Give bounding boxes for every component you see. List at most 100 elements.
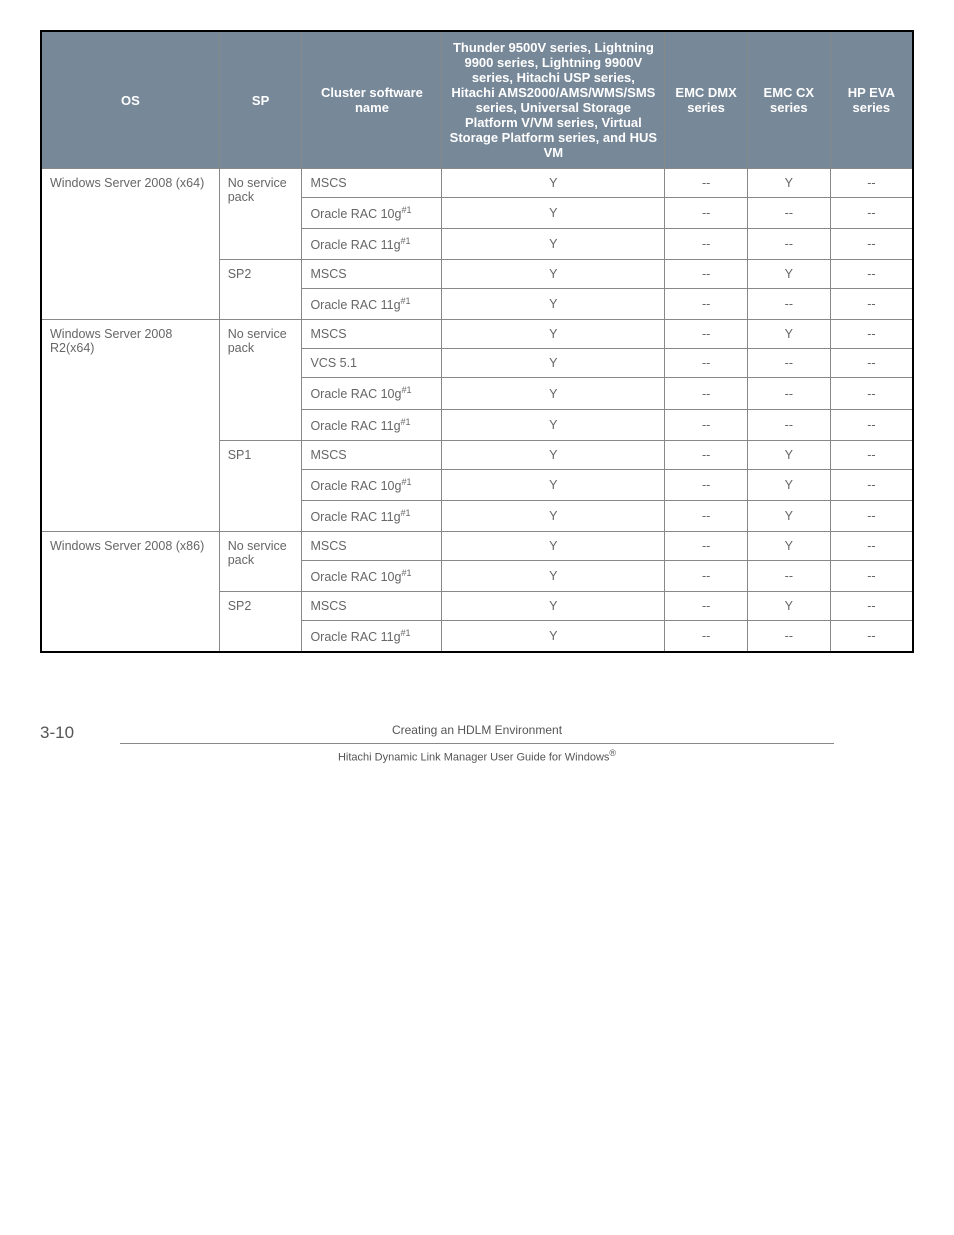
val-cell: Y <box>747 592 830 621</box>
cluster-cell: VCS 5.1 <box>302 349 442 378</box>
val-cell: -- <box>830 561 913 592</box>
val-cell: Y <box>747 440 830 469</box>
cluster-cell: Oracle RAC 11g#1 <box>302 229 442 260</box>
sp-cell: SP2 <box>219 260 302 320</box>
header-cx: EMC CX series <box>747 31 830 169</box>
val-cell: -- <box>830 260 913 289</box>
cluster-cell: Oracle RAC 10g#1 <box>302 378 442 409</box>
val-cell: Y <box>442 169 665 198</box>
val-cell: -- <box>747 289 830 320</box>
val-cell: -- <box>665 198 748 229</box>
header-thunder: Thunder 9500V series, Lightning 9900 ser… <box>442 31 665 169</box>
cluster-cell: MSCS <box>302 169 442 198</box>
val-cell: -- <box>830 229 913 260</box>
val-cell: -- <box>830 592 913 621</box>
val-cell: -- <box>665 378 748 409</box>
val-cell: -- <box>665 592 748 621</box>
cluster-cell: Oracle RAC 10g#1 <box>302 469 442 500</box>
val-cell: Y <box>747 320 830 349</box>
val-cell: -- <box>665 532 748 561</box>
sp-cell: No service pack <box>219 532 302 592</box>
val-cell: Y <box>442 409 665 440</box>
val-cell: Y <box>442 621 665 653</box>
sp-cell: No service pack <box>219 169 302 260</box>
cluster-cell: MSCS <box>302 260 442 289</box>
header-dmx: EMC DMX series <box>665 31 748 169</box>
header-sp: SP <box>219 31 302 169</box>
cluster-cell: MSCS <box>302 440 442 469</box>
val-cell: Y <box>442 500 665 531</box>
cluster-cell: Oracle RAC 10g#1 <box>302 561 442 592</box>
val-cell: Y <box>747 469 830 500</box>
val-cell: -- <box>830 320 913 349</box>
val-cell: -- <box>830 169 913 198</box>
cluster-cell: Oracle RAC 11g#1 <box>302 409 442 440</box>
compatibility-table: OS SP Cluster software name Thunder 9500… <box>40 30 914 653</box>
val-cell: -- <box>830 469 913 500</box>
val-cell: -- <box>665 289 748 320</box>
val-cell: Y <box>442 378 665 409</box>
val-cell: Y <box>747 532 830 561</box>
val-cell: Y <box>442 440 665 469</box>
os-cell: Windows Server 2008 R2(x64) <box>41 320 219 532</box>
os-cell: Windows Server 2008 (x86) <box>41 532 219 653</box>
cluster-cell: MSCS <box>302 592 442 621</box>
header-cluster: Cluster software name <box>302 31 442 169</box>
val-cell: -- <box>830 500 913 531</box>
val-cell: -- <box>747 378 830 409</box>
header-os: OS <box>41 31 219 169</box>
footer-divider <box>120 743 834 744</box>
val-cell: -- <box>830 621 913 653</box>
val-cell: -- <box>665 469 748 500</box>
val-cell: Y <box>747 260 830 289</box>
val-cell: -- <box>747 561 830 592</box>
val-cell: -- <box>830 532 913 561</box>
val-cell: Y <box>442 469 665 500</box>
val-cell: -- <box>747 349 830 378</box>
sp-cell: SP2 <box>219 592 302 653</box>
cluster-cell: MSCS <box>302 320 442 349</box>
val-cell: Y <box>442 349 665 378</box>
val-cell: Y <box>442 320 665 349</box>
val-cell: -- <box>665 320 748 349</box>
val-cell: Y <box>442 561 665 592</box>
footer-subtitle: Hitachi Dynamic Link Manager User Guide … <box>40 748 914 764</box>
val-cell: -- <box>830 378 913 409</box>
sp-cell: SP1 <box>219 440 302 531</box>
val-cell: -- <box>747 198 830 229</box>
val-cell: -- <box>665 169 748 198</box>
cluster-cell: Oracle RAC 11g#1 <box>302 289 442 320</box>
val-cell: -- <box>747 229 830 260</box>
val-cell: -- <box>665 409 748 440</box>
cluster-cell: Oracle RAC 11g#1 <box>302 621 442 653</box>
page-number: 3-10 <box>40 723 74 743</box>
os-cell: Windows Server 2008 (x64) <box>41 169 219 320</box>
val-cell: -- <box>665 561 748 592</box>
val-cell: Y <box>442 229 665 260</box>
val-cell: Y <box>442 532 665 561</box>
val-cell: -- <box>665 260 748 289</box>
val-cell: -- <box>747 409 830 440</box>
val-cell: -- <box>665 621 748 653</box>
page-footer: 3-10 Creating an HDLM Environment Hitach… <box>40 723 914 764</box>
val-cell: -- <box>830 289 913 320</box>
val-cell: -- <box>665 440 748 469</box>
val-cell: Y <box>442 198 665 229</box>
sp-cell: No service pack <box>219 320 302 440</box>
val-cell: Y <box>442 260 665 289</box>
val-cell: -- <box>830 440 913 469</box>
cluster-cell: Oracle RAC 11g#1 <box>302 500 442 531</box>
val-cell: Y <box>747 500 830 531</box>
val-cell: -- <box>747 621 830 653</box>
val-cell: -- <box>665 229 748 260</box>
cluster-cell: MSCS <box>302 532 442 561</box>
val-cell: -- <box>665 349 748 378</box>
val-cell: -- <box>665 500 748 531</box>
val-cell: -- <box>830 198 913 229</box>
val-cell: -- <box>830 409 913 440</box>
header-hp: HP EVA series <box>830 31 913 169</box>
val-cell: Y <box>442 289 665 320</box>
footer-title: Creating an HDLM Environment <box>40 723 914 737</box>
cluster-cell: Oracle RAC 10g#1 <box>302 198 442 229</box>
val-cell: -- <box>830 349 913 378</box>
